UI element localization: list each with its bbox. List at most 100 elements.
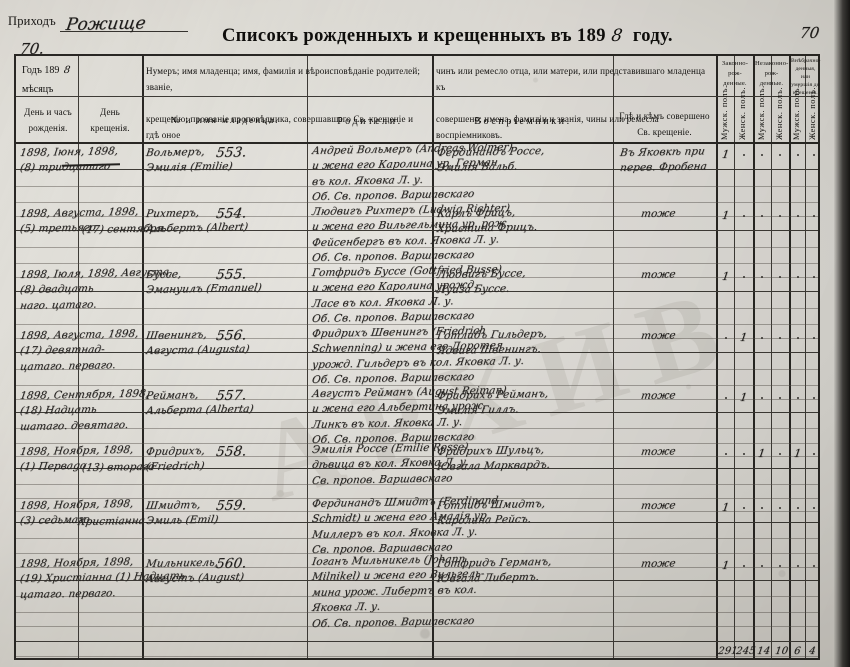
guide-line-12 bbox=[16, 399, 818, 400]
guide-line-8 bbox=[16, 324, 818, 325]
record-558-baptism-date: (13) втораго bbox=[81, 461, 155, 476]
record-558-count-died-male: 1 bbox=[793, 446, 803, 461]
record-558-where-l1: тоже bbox=[640, 445, 677, 459]
record-556-birth-date: 1898, Августа, 1898, (17) девятнад- цата… bbox=[19, 328, 139, 375]
totals-died-male: 6 bbox=[793, 645, 802, 658]
tick-dot bbox=[761, 397, 763, 399]
record-557-sponsors-l2: Эмилія Гиллъ. bbox=[436, 403, 520, 418]
guide-line-24 bbox=[16, 626, 818, 627]
col-rule-where-counts bbox=[716, 56, 718, 658]
record-560-where: тоже bbox=[640, 557, 676, 572]
header-col-where-l2: Св. крещеніе. bbox=[637, 126, 692, 137]
header-grp-illeg-l2: рож- bbox=[764, 69, 779, 77]
page-title-year-digit: 8 bbox=[609, 26, 624, 46]
header-grp-illeg-l3: денные. bbox=[759, 79, 784, 87]
guide-line-16 bbox=[16, 484, 818, 485]
header-year-digit: 8 bbox=[63, 65, 72, 76]
row-rule-header-b bbox=[16, 142, 818, 144]
header-grp-died-l4: крещенія. bbox=[793, 90, 818, 97]
guide-line-20 bbox=[16, 553, 818, 554]
tick-dot bbox=[725, 337, 727, 339]
row-rule-totals bbox=[16, 641, 818, 642]
record-557-birth-date: 1898, Сентября, 1898, (18) Надцать шатаг… bbox=[19, 388, 150, 435]
tick-dot bbox=[743, 215, 745, 217]
record-557-count-legit-female: 1 bbox=[739, 390, 749, 405]
guide-line-21 bbox=[16, 567, 818, 568]
totals-legit-female: 245 bbox=[735, 645, 757, 658]
header-birth-day: День и часъ рожденія. bbox=[20, 105, 76, 137]
record-555-where-l1: тоже bbox=[640, 268, 677, 282]
header-col-parents: Родители. bbox=[337, 116, 403, 127]
record-553-count-legit-male: 1 bbox=[721, 147, 731, 162]
tick-dot bbox=[813, 337, 815, 339]
tick-dot bbox=[797, 507, 799, 509]
record-560-count-legit-male: 1 bbox=[721, 558, 731, 573]
record-555-count-legit-male: 1 bbox=[721, 269, 731, 284]
guide-line-6 bbox=[16, 277, 818, 278]
tick-dot bbox=[797, 565, 799, 567]
col-rule-diedm-diedf bbox=[805, 56, 806, 658]
record-559-baptism-date: Христiанна bbox=[77, 514, 146, 530]
header-sex-female-illegitimate: Женск. полъ. bbox=[775, 86, 784, 140]
header-col-number-infant: № и имя младенца. bbox=[170, 116, 280, 126]
tick-dot bbox=[813, 453, 815, 455]
record-558-infant: Фридрихъ, (Friedrich) bbox=[145, 445, 206, 476]
record-553-sponsors: Фердинандъ Россе, Эмилія Вальб. bbox=[436, 145, 545, 177]
header-grp-died-l2: денныя, или bbox=[795, 66, 816, 81]
record-556-birth-l3: цатаго. перваго. bbox=[19, 358, 117, 373]
record-554-where-l1: тоже bbox=[640, 207, 677, 221]
record-555-where: тоже bbox=[640, 268, 677, 283]
record-557-givenname: Альберта (Alberta) bbox=[145, 403, 255, 418]
record-554-where: тоже bbox=[640, 207, 677, 222]
record-556-sponsors: Готлибъ Гильдеръ, Ядвига Швенингъ. bbox=[436, 328, 548, 360]
header-baptism-day: День крещенія. bbox=[82, 105, 138, 137]
record-554-count-legit-male: 1 bbox=[721, 208, 731, 223]
tick-dot bbox=[779, 276, 781, 278]
guide-line-17 bbox=[16, 498, 818, 499]
record-number-558: 558. bbox=[215, 443, 248, 461]
totals-illegit-male: 14 bbox=[756, 645, 771, 658]
record-557-where: тоже bbox=[640, 389, 676, 404]
parish-name-value: Рожище bbox=[64, 13, 148, 36]
row-rule-553 bbox=[16, 169, 818, 170]
record-558-count-illegit-male: 1 bbox=[757, 446, 767, 461]
record-557-birth-l3: шатаго. девятаго. bbox=[19, 418, 130, 433]
tick-dot bbox=[743, 565, 745, 567]
guide-line-3 bbox=[16, 216, 818, 217]
page-title-part1: Списокъ рожденныхъ и крещенныхъ въ 189 bbox=[222, 26, 606, 46]
page-title-part2: году. bbox=[632, 26, 673, 46]
guide-line-23 bbox=[16, 612, 818, 613]
record-557-sponsors: Фридрихъ Рейманъ, Эмилія Гиллъ. bbox=[436, 388, 549, 420]
record-553-sponsors-l2: Эмилія Вальб. bbox=[436, 160, 519, 175]
guide-line-14 bbox=[16, 443, 818, 444]
tick-dot bbox=[761, 507, 763, 509]
header-grp-leg-l1: Законно- bbox=[721, 60, 749, 67]
record-554-sponsors-l2: Христина Фрицъ. bbox=[436, 221, 539, 236]
record-555-givenname: Эмануилъ (Emanuel) bbox=[145, 282, 263, 297]
tick-dot bbox=[743, 276, 745, 278]
folio-number-left: 70. bbox=[18, 39, 46, 59]
record-558-sponsors-l2: Ювгала Марквардъ. bbox=[436, 459, 552, 474]
header-grp-illeg-l1: Незаконно- bbox=[755, 60, 789, 67]
tick-dot bbox=[813, 276, 815, 278]
record-556-infant: Швенингъ, Августа (Augusta) bbox=[145, 329, 250, 360]
tick-dot bbox=[813, 565, 815, 567]
tick-dot bbox=[743, 507, 745, 509]
row-rule-556 bbox=[16, 352, 818, 353]
folio-number-right: 70 bbox=[798, 23, 821, 43]
register-table: Годъ 189 8 мѣсяцъ День и часъ рожденія. Д… bbox=[14, 54, 820, 660]
tick-dot bbox=[779, 337, 781, 339]
tick-dot bbox=[743, 154, 745, 156]
guide-line-22 bbox=[16, 596, 818, 597]
record-559-baptism-l1: Христiанна bbox=[77, 514, 146, 529]
guide-line-15 bbox=[16, 456, 818, 457]
page-title: Списокъ рожденныхъ и крещенныхъ въ 189 8 … bbox=[222, 26, 673, 47]
record-555-infant: Буссе, Эмануилъ (Emanuel) bbox=[145, 268, 263, 299]
guide-line-10 bbox=[16, 369, 818, 370]
tick-dot bbox=[813, 154, 815, 156]
header-group-illegitimate: Незаконно- рож- денные. bbox=[755, 59, 788, 89]
guide-line-1 bbox=[16, 186, 818, 187]
record-553-infant: Вольмеръ, Эмилія (Emilie) bbox=[145, 146, 233, 177]
col-rule-infant-parents bbox=[307, 56, 308, 658]
